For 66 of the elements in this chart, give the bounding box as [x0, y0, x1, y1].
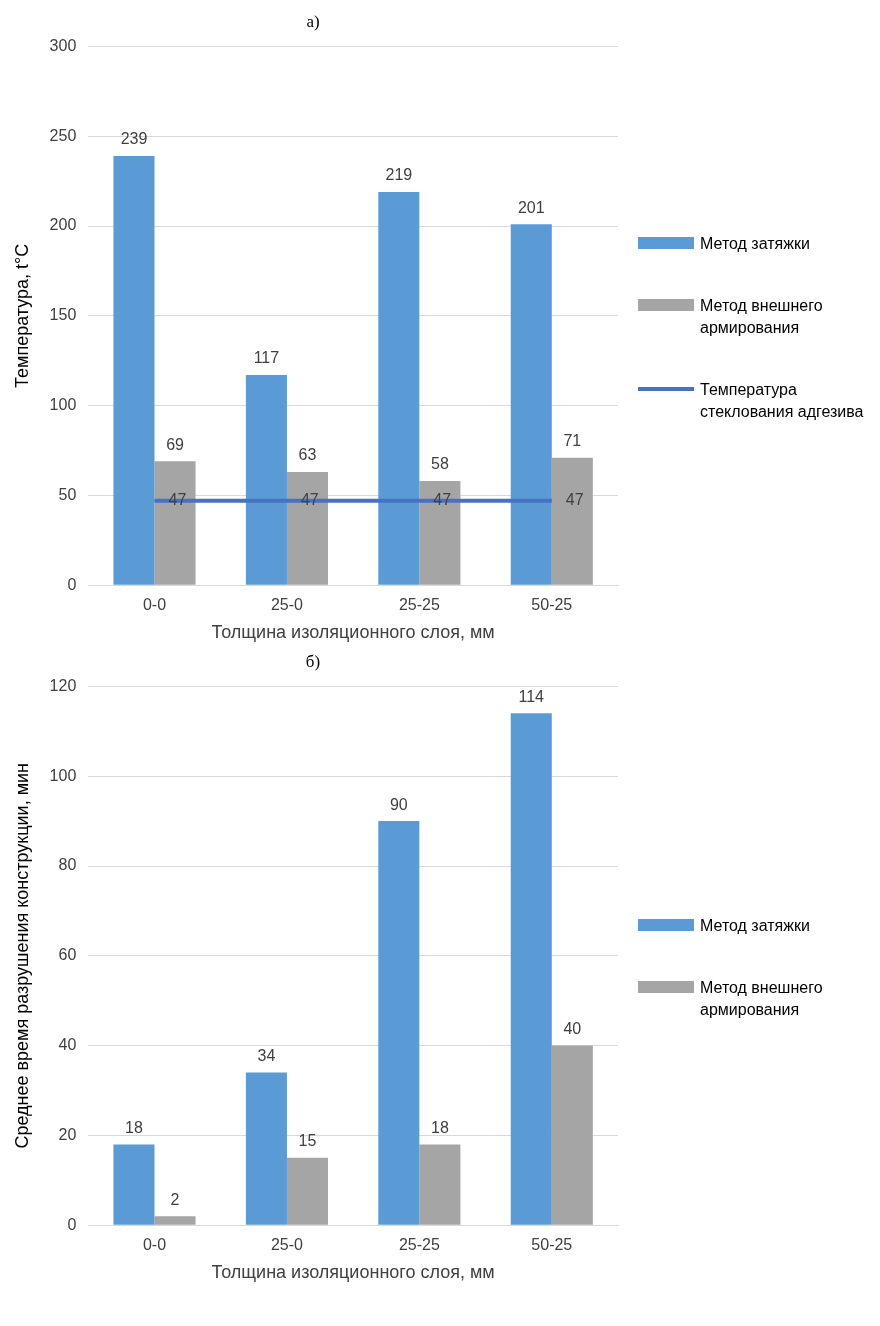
y-tick-label: 100	[49, 766, 77, 784]
data-label: 34	[257, 1046, 276, 1064]
y-tick-label: 100	[49, 396, 77, 414]
data-label: 90	[389, 795, 408, 813]
bar	[286, 1157, 328, 1225]
y-tick-label: 300	[49, 36, 77, 54]
y-tick-label: 200	[49, 216, 77, 234]
x-tick-label: 0-0	[142, 1236, 167, 1254]
y-axis-title: Среднее время разрушения конструкции, мин	[11, 762, 32, 1149]
y-tick-label: 120	[49, 676, 77, 694]
data-label: 2	[170, 1190, 180, 1208]
data-label: 69	[166, 435, 185, 453]
bar	[419, 1144, 461, 1225]
data-label: 63	[298, 446, 317, 464]
x-tick-label: 25-0	[270, 596, 304, 614]
x-tick-label: 25-0	[270, 1236, 304, 1254]
x-tick-label: 50-25	[531, 596, 573, 614]
data-label: 15	[298, 1132, 317, 1150]
x-tick-label: 0-0	[142, 596, 167, 614]
y-tick-label: 150	[49, 306, 77, 324]
bar	[551, 457, 593, 585]
bar	[245, 375, 287, 585]
legend-label: Метод внешнего армирования	[700, 978, 824, 1020]
data-label: 114	[518, 687, 545, 705]
y-tick-label: 80	[58, 856, 77, 874]
data-label: 117	[253, 349, 280, 367]
legend-label: Метод затяжки	[700, 916, 810, 936]
data-label: 219	[385, 166, 413, 184]
chart-title: б)	[305, 651, 321, 671]
y-tick-label: 50	[58, 485, 77, 503]
bar	[378, 821, 420, 1225]
data-label: 18	[125, 1118, 143, 1136]
y-tick-label: 40	[58, 1036, 77, 1054]
data-label: 18	[430, 1118, 449, 1136]
y-axis-title: Температура, t°C	[11, 243, 32, 388]
data-label: 58	[430, 455, 449, 473]
data-label: 201	[517, 198, 545, 216]
bar	[154, 461, 196, 585]
x-axis-title: Толщина изоляционного слоя, мм	[211, 1262, 495, 1283]
x-tick-label: 50-25	[531, 1236, 573, 1254]
data-label: 47	[565, 491, 584, 509]
bar	[286, 472, 328, 585]
bar	[113, 155, 155, 585]
legend-label: Температура стеклования адгезива	[700, 380, 865, 422]
bar	[510, 713, 552, 1225]
y-tick-label: 60	[58, 946, 77, 964]
bar	[419, 481, 461, 585]
bar	[245, 1072, 287, 1225]
bar	[510, 224, 552, 585]
legend-label: Метод затяжки	[700, 234, 810, 254]
y-tick-label: 20	[58, 1125, 77, 1143]
y-tick-label: 0	[67, 575, 77, 593]
data-label: 40	[563, 1020, 582, 1038]
x-tick-label: 25-25	[398, 596, 440, 614]
data-label: 239	[120, 130, 148, 148]
bar	[378, 191, 420, 585]
y-tick-label: 0	[67, 1215, 77, 1233]
bar	[113, 1144, 155, 1225]
y-tick-label: 250	[49, 126, 77, 144]
x-axis-title: Толщина изоляционного слоя, мм	[211, 622, 495, 643]
bar	[551, 1045, 593, 1225]
data-label: 71	[563, 432, 582, 450]
legend-label: Метод внешнего армирования	[700, 296, 824, 338]
x-tick-label: 25-25	[398, 1236, 440, 1254]
chart-title: а)	[306, 11, 320, 31]
bar	[154, 1216, 196, 1225]
